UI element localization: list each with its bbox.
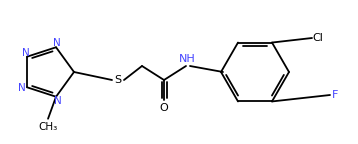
Text: N: N [53,38,61,48]
Text: F: F [332,90,338,100]
Text: CH₃: CH₃ [38,122,58,132]
Text: Cl: Cl [313,33,323,43]
Text: S: S [115,75,122,85]
Text: NH: NH [179,54,195,64]
Text: N: N [22,48,30,58]
Text: O: O [160,103,168,113]
Text: N: N [54,96,62,106]
Text: N: N [18,83,26,93]
